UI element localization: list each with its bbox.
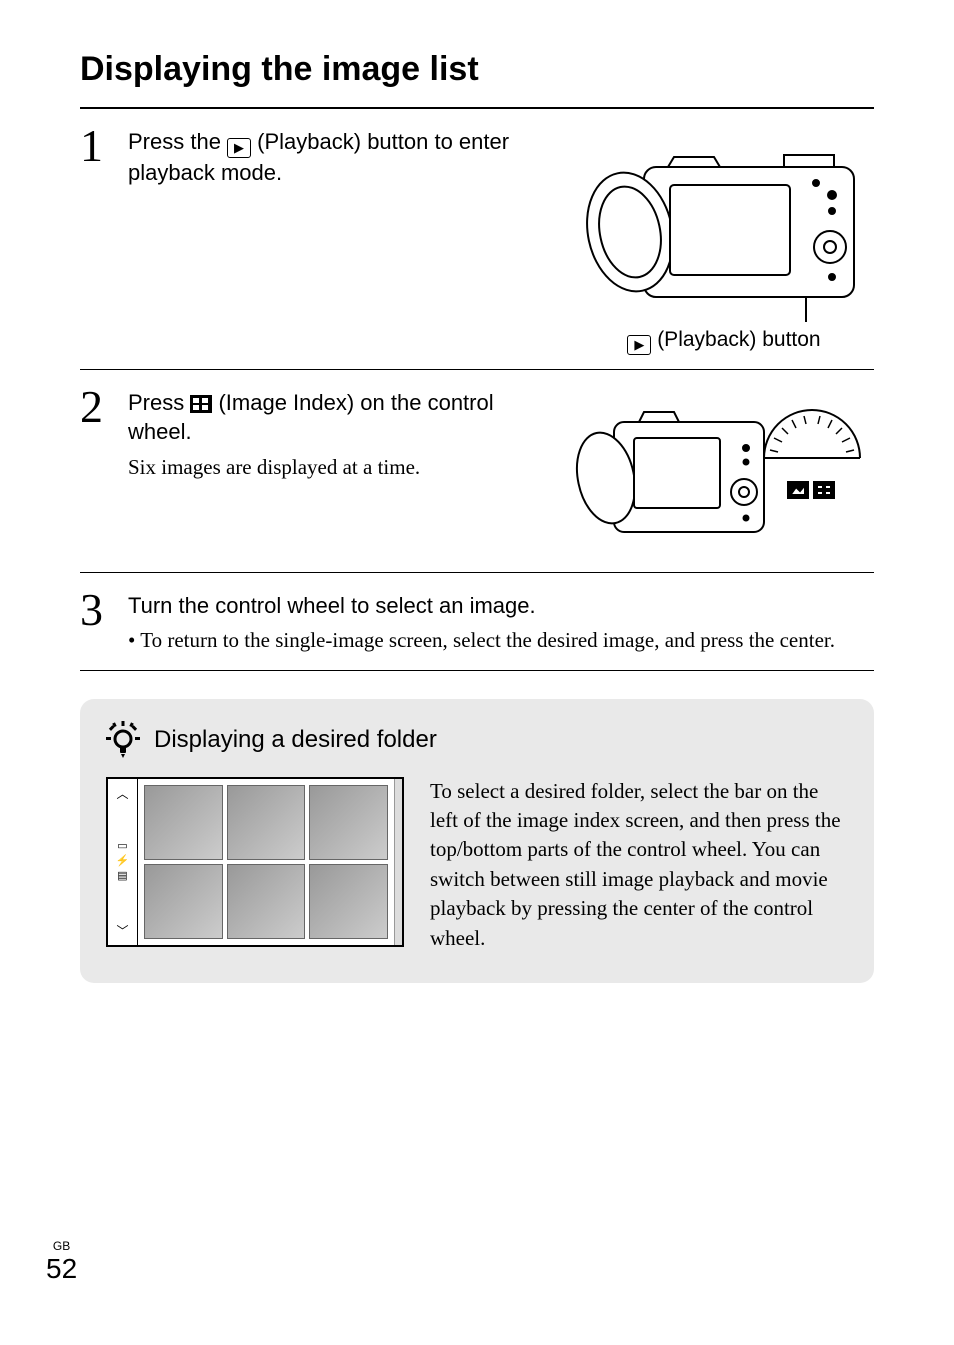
flash-mode-icon: ⚡: [116, 856, 130, 867]
step-2: 2 Press (Image Index) on the control whe…: [80, 370, 874, 572]
playback-icon: ▶: [627, 335, 651, 355]
camera-illustration-2: [574, 388, 874, 558]
thumbnail: [227, 864, 306, 939]
tip-text: To select a desired folder, select the b…: [430, 777, 848, 953]
page-number: 52: [46, 1253, 77, 1285]
camera-illustration-1: [574, 127, 874, 322]
region-code: GB: [46, 1239, 77, 1253]
step-number: 1: [80, 123, 128, 169]
divider: [80, 670, 874, 671]
step-1-text: Press the ▶ (Playback) button to enter p…: [128, 127, 554, 187]
thumbnail-sidebar: ︿ ▭ ⚡ ▤ ﹀: [108, 779, 138, 945]
thumbnail: [309, 785, 388, 860]
thumbnail: [144, 785, 223, 860]
step-number: 3: [80, 587, 128, 633]
step-3-bullet: • To return to the single-image screen, …: [128, 626, 874, 655]
movie-mode-icon: ▤: [117, 871, 127, 882]
thumbnail-screen-illustration: ︿ ▭ ⚡ ▤ ﹀: [106, 777, 404, 947]
picture-mode-icon: ▭: [117, 841, 127, 852]
step-1: 1 Press the ▶ (Playback) button to enter…: [80, 109, 874, 369]
thumbnail: [144, 864, 223, 939]
thumbnail-scrollbar: [394, 779, 402, 945]
chevron-up-icon: ︿: [116, 785, 128, 802]
step-1-caption: ▶ (Playback) button: [574, 328, 874, 355]
page-footer: GB 52: [46, 1239, 77, 1285]
tip-box: Displaying a desired folder ︿ ▭ ⚡ ▤ ﹀: [80, 699, 874, 983]
tip-icon: [106, 721, 140, 759]
image-index-icon: [190, 395, 212, 413]
step-number: 2: [80, 384, 128, 430]
step-2-subtext: Six images are displayed at a time.: [128, 453, 554, 482]
thumbnail: [309, 864, 388, 939]
caption-text: (Playback) button: [651, 328, 820, 351]
step-1-text-before: Press the: [128, 129, 227, 154]
tip-title: Displaying a desired folder: [154, 726, 437, 754]
chevron-down-icon: ﹀: [116, 922, 128, 939]
page-title: Displaying the image list: [80, 50, 874, 89]
step-3: 3 Turn the control wheel to select an im…: [80, 573, 874, 670]
playback-icon: ▶: [227, 138, 251, 158]
thumbnail-grid: [138, 779, 394, 945]
thumbnail: [227, 785, 306, 860]
step-2-text-before: Press: [128, 390, 190, 415]
step-2-text: Press (Image Index) on the control wheel…: [128, 388, 554, 447]
step-3-text: Turn the control wheel to select an imag…: [128, 591, 874, 621]
